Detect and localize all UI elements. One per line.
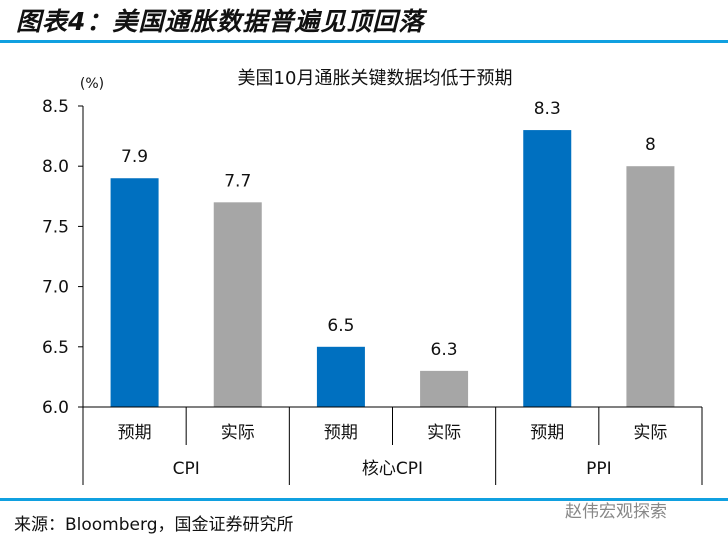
- bar-actual: [420, 370, 469, 407]
- data-label: 6.5: [327, 316, 354, 336]
- data-label: 8.3: [534, 99, 561, 119]
- source-note: 来源：Bloomberg，国金证券研究所: [14, 515, 294, 535]
- category-label: 预期: [118, 423, 152, 443]
- data-label: 6.3: [431, 340, 458, 360]
- data-label: 7.9: [121, 147, 148, 167]
- category-label: 预期: [324, 423, 358, 443]
- y-axis-unit: (%): [80, 76, 104, 92]
- category-label: 预期: [530, 423, 564, 443]
- chart-title: 美国10月通胀关键数据均低于预期: [238, 68, 513, 89]
- y-tick-label: 8.0: [42, 157, 69, 177]
- figure-title: 图表4：美国通胀数据普遍见顶回落: [16, 7, 425, 36]
- bar-actual: [626, 166, 675, 407]
- watermark: 赵伟宏观探索: [565, 502, 667, 522]
- bar-expected: [110, 178, 159, 407]
- group-label: 核心CPI: [362, 459, 423, 479]
- category-label: 实际: [427, 423, 461, 443]
- y-tick-label: 7.0: [42, 278, 69, 298]
- group-label: PPI: [586, 459, 612, 479]
- bar-chart: 美国10月通胀关键数据均低于预期 (%) 6.06.57.07.58.08.5 …: [42, 68, 703, 485]
- data-label: 8: [645, 135, 656, 155]
- data-label: 7.7: [224, 171, 251, 191]
- category-label: 实际: [221, 423, 255, 443]
- y-tick-label: 6.5: [42, 338, 69, 358]
- group-label: CPI: [173, 459, 200, 479]
- bottom-rule: [0, 498, 728, 501]
- bar-expected: [523, 130, 572, 407]
- top-rule: [0, 40, 728, 43]
- bar-expected: [316, 346, 365, 407]
- bar-actual: [213, 202, 262, 407]
- y-tick-label: 7.5: [42, 217, 69, 237]
- category-label: 实际: [633, 423, 667, 443]
- y-tick-label: 8.5: [42, 97, 69, 117]
- y-tick-label: 6.0: [42, 398, 69, 418]
